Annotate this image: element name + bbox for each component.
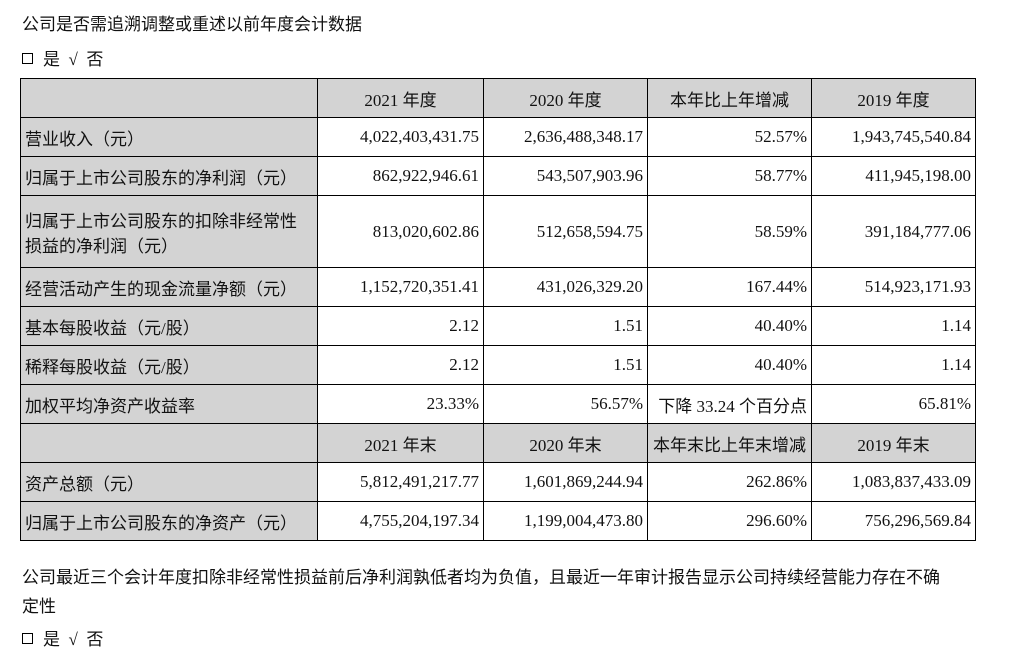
cell: 2020 年度 (483, 78, 648, 118)
table-row: 归属于上市公司股东的净利润（元） 862,922,946.61 543,507,90… (20, 156, 976, 196)
cell: 本年末比上年末增减 (647, 423, 812, 463)
cell: 1,943,745,540.84 (811, 117, 976, 157)
cell: 756,296,569.84 (811, 501, 976, 541)
row-label: 加权平均净资产收益率 (20, 384, 318, 424)
header-row: 2021 年度 2020 年度 本年比上年增减 2019 年度 (20, 78, 976, 118)
cell: 2,636,488,348.17 (483, 117, 648, 157)
cell: 下降 33.24 个百分点 (647, 384, 812, 424)
cell: 2.12 (317, 306, 484, 346)
row-label: 归属于上市公司股东的净资产（元） (20, 501, 318, 541)
cell: 514,923,171.93 (811, 267, 976, 307)
financial-data-table: 2021 年度 2020 年度 本年比上年增减 2019 年度 营业收入（元） 4,022… (20, 78, 976, 541)
cell: 2019 年度 (811, 78, 976, 118)
table-row: 归属于上市公司股东的净资产（元） 4,755,204,197.34 1,199,00… (20, 501, 976, 541)
cell: 58.77% (647, 156, 812, 196)
cell: 391,184,777.06 (811, 195, 976, 268)
table-row: 稀释每股收益（元/股） 2.12 1.51 40.40% 1.14 (20, 345, 976, 385)
going-concern-choice: 是 √ 否 (22, 625, 103, 650)
yes-label: 是 (43, 630, 60, 649)
checkbox-yes[interactable] (22, 53, 33, 64)
cell: 1.14 (811, 345, 976, 385)
cell: 1.51 (483, 306, 648, 346)
cell: 23.33% (317, 384, 484, 424)
cell: 2019 年末 (811, 423, 976, 463)
cell: 2.12 (317, 345, 484, 385)
row-label: 资产总额（元） (20, 462, 318, 502)
cell: 411,945,198.00 (811, 156, 976, 196)
row-label: 基本每股收益（元/股） (20, 306, 318, 346)
cell: 58.59% (647, 195, 812, 268)
cell: 262.86% (647, 462, 812, 502)
table-row: 经营活动产生的现金流量净额（元） 1,152,720,351.41 431,026,… (20, 267, 976, 307)
cell: 1,083,837,433.09 (811, 462, 976, 502)
cell: 65.81% (811, 384, 976, 424)
cell: 4,022,403,431.75 (317, 117, 484, 157)
table-row: 加权平均净资产收益率 23.33% 56.57% 下降 33.24 个百分点 65.81… (20, 384, 976, 424)
row-label: 营业收入（元） (20, 117, 318, 157)
restatement-choice: 是 √ 否 (22, 45, 103, 70)
check-mark: √ (68, 50, 78, 69)
row-label (20, 423, 318, 463)
cell: 1,152,720,351.41 (317, 267, 484, 307)
row-label: 归属于上市公司股东的扣除非经常性损益的净利润（元） (20, 195, 318, 268)
cell: 296.60% (647, 501, 812, 541)
row-label (20, 78, 318, 118)
checkbox-yes[interactable] (22, 633, 33, 644)
no-label: 否 (86, 630, 104, 649)
cell: 本年比上年增减 (647, 78, 812, 118)
cell: 543,507,903.96 (483, 156, 648, 196)
table-row: 基本每股收益（元/股） 2.12 1.51 40.40% 1.14 (20, 306, 976, 346)
cell: 2020 年末 (483, 423, 648, 463)
cell: 1,199,004,473.80 (483, 501, 648, 541)
cell: 167.44% (647, 267, 812, 307)
heading: 公司是否需追溯调整或重述以前年度会计数据 (22, 15, 362, 34)
row-label: 归属于上市公司股东的净利润（元） (20, 156, 318, 196)
cell: 512,658,594.75 (483, 195, 648, 268)
cell: 431,026,329.20 (483, 267, 648, 307)
check-mark: √ (68, 630, 78, 649)
cell: 52.57% (647, 117, 812, 157)
cell: 56.57% (483, 384, 648, 424)
row-label: 经营活动产生的现金流量净额（元） (20, 267, 318, 307)
cell: 862,922,946.61 (317, 156, 484, 196)
cell: 40.40% (647, 345, 812, 385)
cell: 2021 年度 (317, 78, 484, 118)
table-row: 营业收入（元） 4,022,403,431.75 2,636,488,348.17 5… (20, 117, 976, 157)
cell: 1.51 (483, 345, 648, 385)
cell: 4,755,204,197.34 (317, 501, 484, 541)
header-row: 2021 年末 2020 年末 本年末比上年末增减 2019 年末 (20, 423, 976, 463)
no-label: 否 (86, 50, 104, 69)
footer-line-2: 定性 (22, 597, 56, 616)
cell: 2021 年末 (317, 423, 484, 463)
cell: 40.40% (647, 306, 812, 346)
yes-label: 是 (43, 50, 60, 69)
table-row: 资产总额（元） 5,812,491,217.77 1,601,869,244.94 2… (20, 462, 976, 502)
cell: 5,812,491,217.77 (317, 462, 484, 502)
footer-line-1: 公司最近三个会计年度扣除非经常性损益前后净利润孰低者均为负值，且最近一年审计报告… (22, 568, 940, 587)
cell: 1,601,869,244.94 (483, 462, 648, 502)
row-label: 稀释每股收益（元/股） (20, 345, 318, 385)
cell: 1.14 (811, 306, 976, 346)
table-row: 归属于上市公司股东的扣除非经常性损益的净利润（元） 813,020,602.86 5… (20, 195, 976, 268)
cell: 813,020,602.86 (317, 195, 484, 268)
